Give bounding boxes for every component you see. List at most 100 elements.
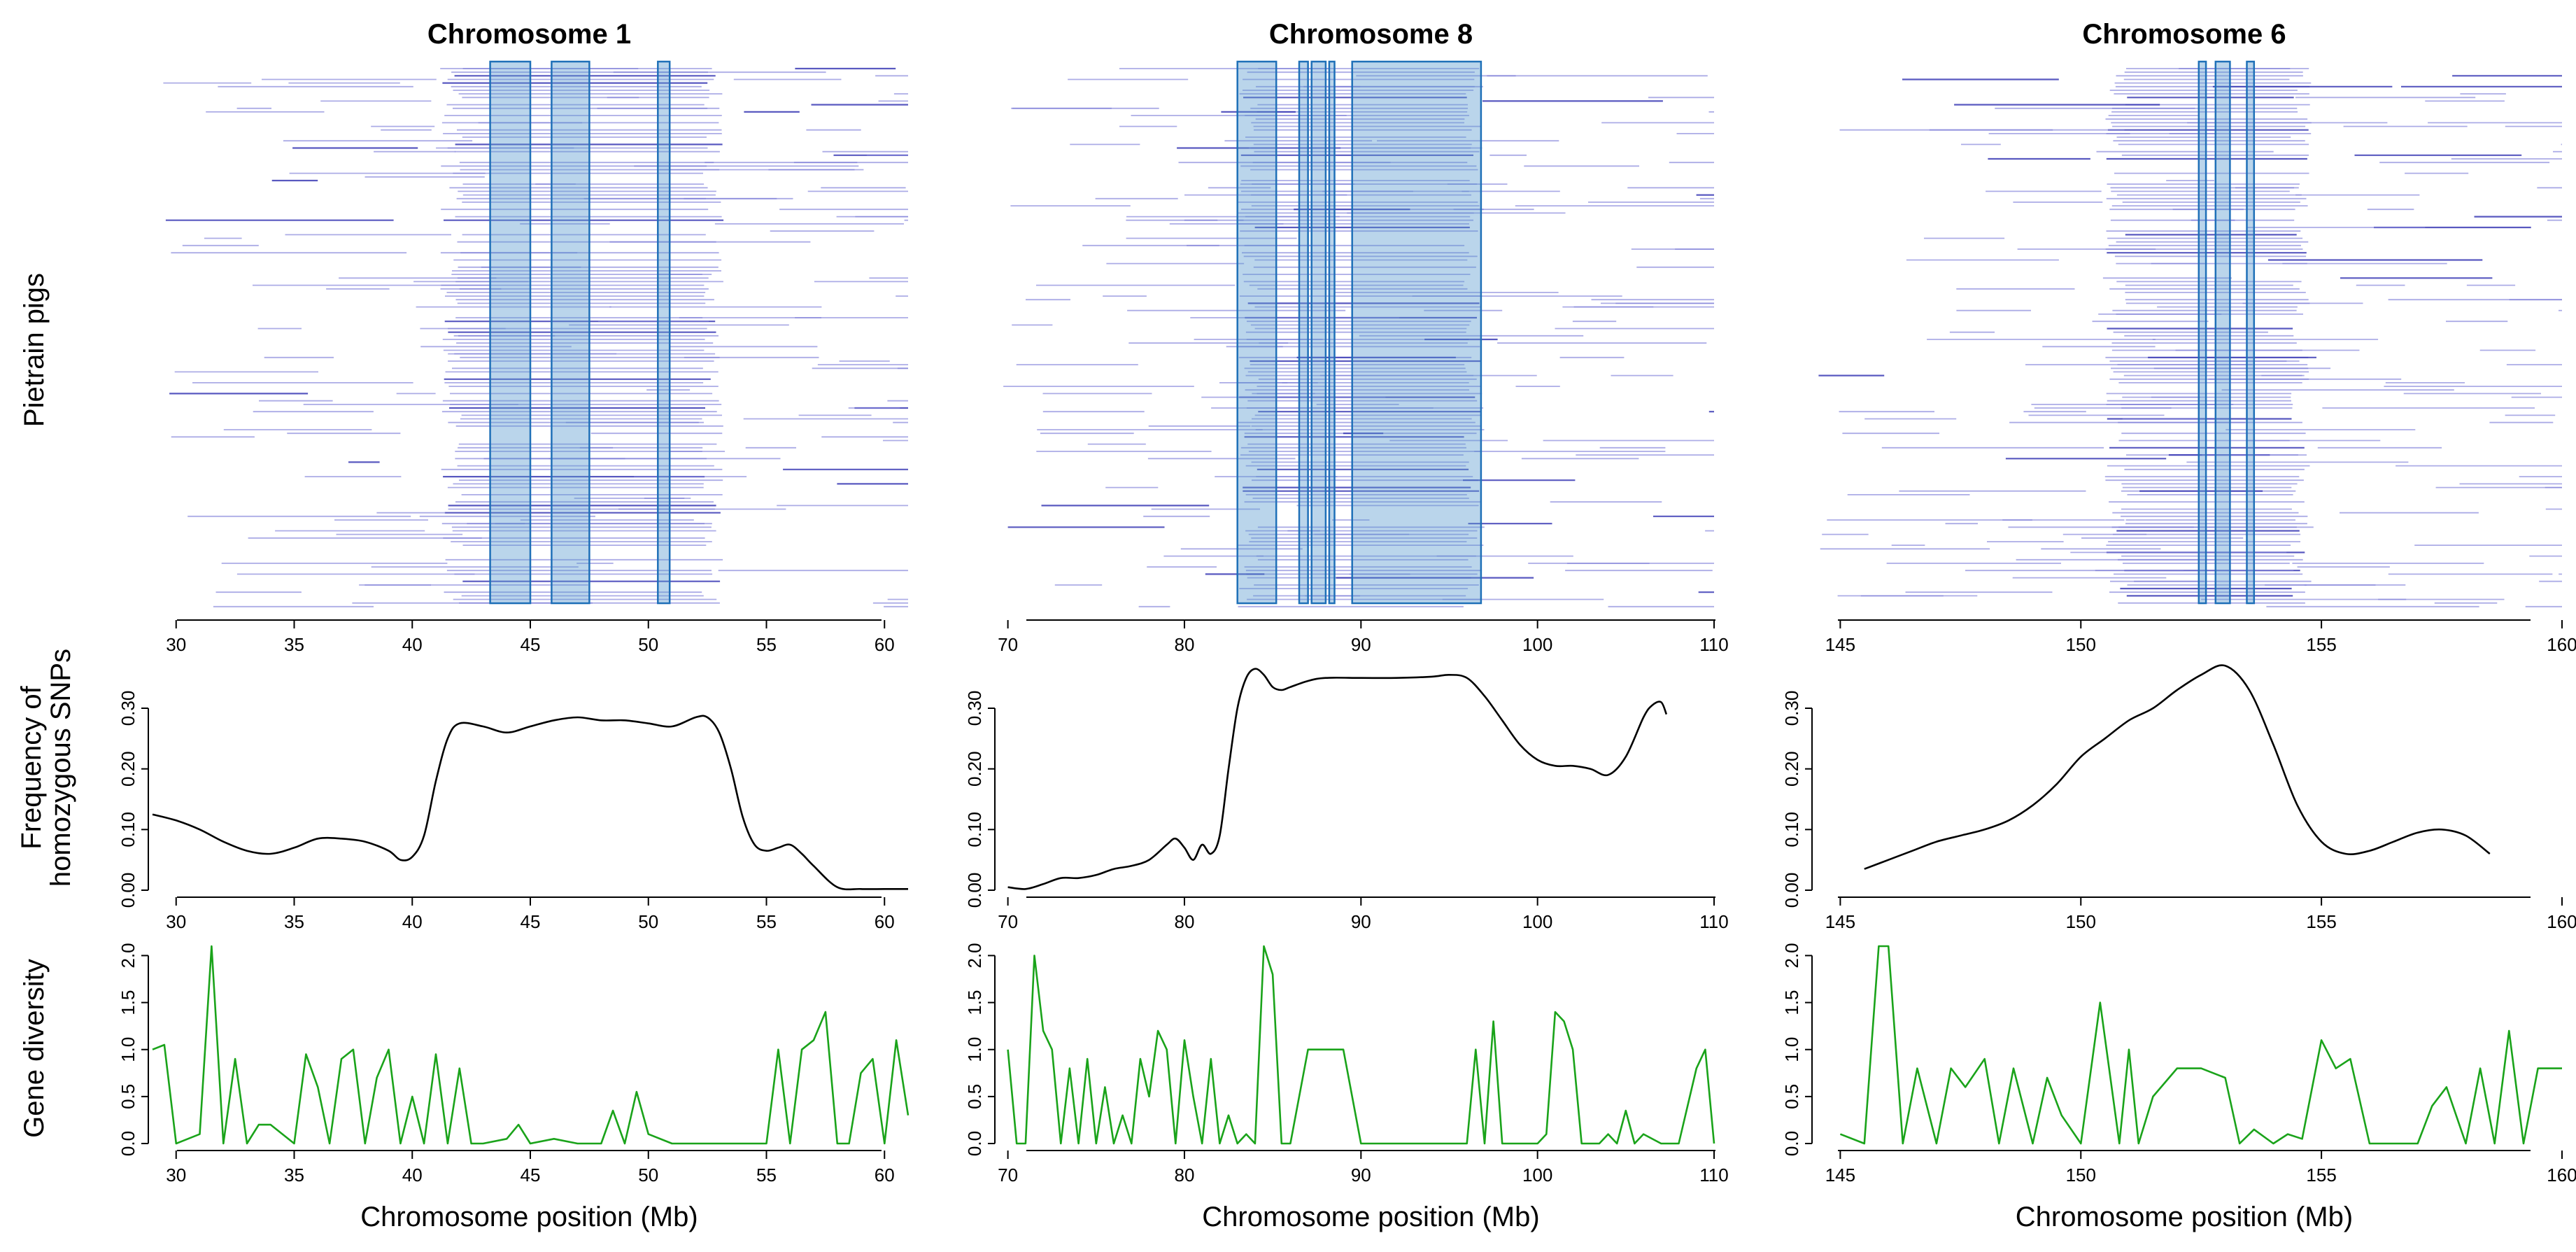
highlight-region-3	[2246, 60, 2256, 605]
freq-y-tick-label: 0.30	[964, 691, 985, 726]
diversity-x-tick-label: 50	[638, 1165, 658, 1186]
diversity-x-tick-label: 145	[1825, 1165, 1855, 1186]
diversity-x-tick-label: 45	[521, 1165, 541, 1186]
freq-plot: 0.00 0.10 0.20 0.30 145 150 155 160	[1781, 664, 2576, 932]
diversity-y-tick-label: 1.0	[964, 1037, 985, 1062]
tracks-x-tick-label: 50	[638, 634, 658, 655]
highlight-region-3	[1310, 60, 1327, 605]
freq-x-tick-label: 30	[166, 911, 186, 932]
freq-x-tick-label: 45	[521, 911, 541, 932]
row3-ylabel: Gene diversity	[19, 959, 50, 1138]
diversity-plot: 0.0 0.5 1.0 1.5 2.0 70 80 90 100 110	[964, 943, 1729, 1186]
highlight-region-2	[1298, 60, 1309, 605]
freq-x-tick-label: 90	[1351, 911, 1371, 932]
chart-panel-2: Chromosome 8 70 80 90 100 110 0.00 0.10 0.20 0.30…	[964, 19, 1729, 1232]
diversity-y-tick-label: 0.0	[1781, 1131, 1802, 1156]
freq-series-line	[152, 715, 908, 891]
highlight-region-2	[551, 60, 590, 605]
row2-ylabel-line1: Frequency of	[16, 685, 47, 849]
highlight-region-5	[1351, 60, 1482, 605]
diversity-y-tick-label: 0.5	[118, 1084, 139, 1109]
freq-y-tick-label: 0.20	[1781, 751, 1802, 787]
diversity-x-tick-label: 155	[2306, 1165, 2336, 1186]
diversity-y-tick-label: 1.5	[1781, 990, 1802, 1015]
diversity-x-tick-label: 40	[402, 1165, 423, 1186]
freq-x-tick-label: 145	[1825, 911, 1855, 932]
diversity-series-line	[152, 945, 910, 1145]
chart-panel-3: Chromosome 6 145 150 155 160 0.00 0.10 0.20 0.30…	[1781, 19, 2576, 1232]
freq-y-tick-label: 0.10	[964, 812, 985, 847]
diversity-x-tick-label: 110	[1699, 1165, 1728, 1186]
diversity-y-tick-label: 2.0	[118, 943, 139, 968]
freq-x-tick-label: 50	[638, 911, 658, 932]
row1-ylabel: Pietrain pigs	[19, 273, 50, 427]
freq-y-tick-label: 0.00	[1781, 873, 1802, 908]
freq-x-tick-label: 70	[998, 911, 1018, 932]
chart-title: Chromosome 8	[1269, 19, 1473, 50]
diversity-y-tick-label: 2.0	[1781, 943, 1802, 968]
freq-x-tick-label: 160	[2547, 911, 2576, 932]
diversity-plot: 0.0 0.5 1.0 1.5 2.0 145 150 155 160	[1781, 943, 2576, 1186]
diversity-x-tick-label: 60	[875, 1165, 895, 1186]
diversity-x-tick-label: 100	[1522, 1165, 1552, 1186]
diversity-plot: 0.0 0.5 1.0 1.5 2.0 30 35 40 45 50 55 60	[118, 943, 910, 1186]
freq-y-tick-label: 0.30	[1781, 691, 1802, 726]
freq-plot: 0.00 0.10 0.20 0.30 30 35 40 45 50 55 60	[118, 691, 908, 932]
freq-y-tick-label: 0.30	[118, 691, 139, 726]
tracks-x-tick-label: 45	[521, 634, 541, 655]
tracks-x-tick-label: 30	[166, 634, 186, 655]
freq-x-tick-label: 60	[875, 911, 895, 932]
tracks-x-tick-label: 155	[2306, 634, 2336, 655]
diversity-y-tick-label: 0.0	[964, 1131, 985, 1156]
freq-y-tick-label: 0.10	[1781, 812, 1802, 847]
diversity-x-tick-label: 80	[1175, 1165, 1195, 1186]
freq-y-tick-label: 0.00	[964, 873, 985, 908]
tracks-x-tick-label: 160	[2547, 634, 2576, 655]
roh-tracks	[1818, 68, 2562, 607]
diversity-y-tick-label: 0.5	[964, 1084, 985, 1109]
diversity-x-tick-label: 90	[1351, 1165, 1371, 1186]
freq-x-tick-label: 100	[1522, 911, 1552, 932]
freq-series-line	[1007, 668, 1668, 890]
freq-y-tick-label: 0.00	[118, 873, 139, 908]
diversity-x-tick-label: 70	[998, 1165, 1018, 1186]
diversity-y-tick-label: 2.0	[964, 943, 985, 968]
chart-panel-1: Chromosome 130 35 40 45 50 55 600.000.100.200.…	[118, 19, 910, 1232]
tracks-x-tick-label: 100	[1522, 634, 1552, 655]
highlight-region-1	[489, 60, 532, 605]
tracks-x-tick-label: 145	[1825, 634, 1855, 655]
diversity-y-tick-label: 0.5	[1781, 1084, 1802, 1109]
diversity-y-tick-label: 1.5	[964, 990, 985, 1015]
freq-x-tick-label: 150	[2066, 911, 2096, 932]
diversity-x-tick-label: 55	[756, 1165, 777, 1186]
tracks-x-tick-label: 80	[1175, 634, 1195, 655]
highlight-region-1	[1236, 60, 1278, 605]
roh-tracks	[1003, 68, 1714, 607]
tracks-x-tick-label: 110	[1699, 634, 1728, 655]
highlight-region-3	[657, 60, 671, 605]
freq-x-tick-label: 35	[284, 911, 304, 932]
x-axis-title: Chromosome position (Mb)	[1202, 1202, 1539, 1232]
chart-title: Chromosome 1	[427, 19, 631, 50]
tracks-x-tick-label: 90	[1351, 634, 1371, 655]
chart-title: Chromosome 6	[2082, 19, 2286, 50]
diversity-x-tick-label: 30	[166, 1165, 186, 1186]
diversity-y-tick-label: 1.0	[1781, 1037, 1802, 1062]
freq-y-tick-label: 0.10	[118, 812, 139, 847]
x-axis-title: Chromosome position (Mb)	[2016, 1202, 2353, 1232]
freq-series-line	[1864, 664, 2491, 870]
freq-x-tick-label: 80	[1175, 911, 1195, 932]
diversity-x-tick-label: 150	[2066, 1165, 2096, 1186]
diversity-y-tick-label: 1.0	[118, 1037, 139, 1062]
highlight-region-2	[2214, 60, 2231, 605]
tracks-x-tick-label: 70	[998, 634, 1018, 655]
diversity-x-tick-label: 160	[2547, 1165, 2576, 1186]
tracks-x-tick-label: 150	[2066, 634, 2096, 655]
freq-x-tick-label: 40	[402, 911, 423, 932]
tracks-x-tick-label: 40	[402, 634, 423, 655]
diversity-x-tick-label: 35	[284, 1165, 304, 1186]
tracks-x-tick-label: 55	[756, 634, 777, 655]
freq-y-tick-label: 0.20	[964, 751, 985, 787]
